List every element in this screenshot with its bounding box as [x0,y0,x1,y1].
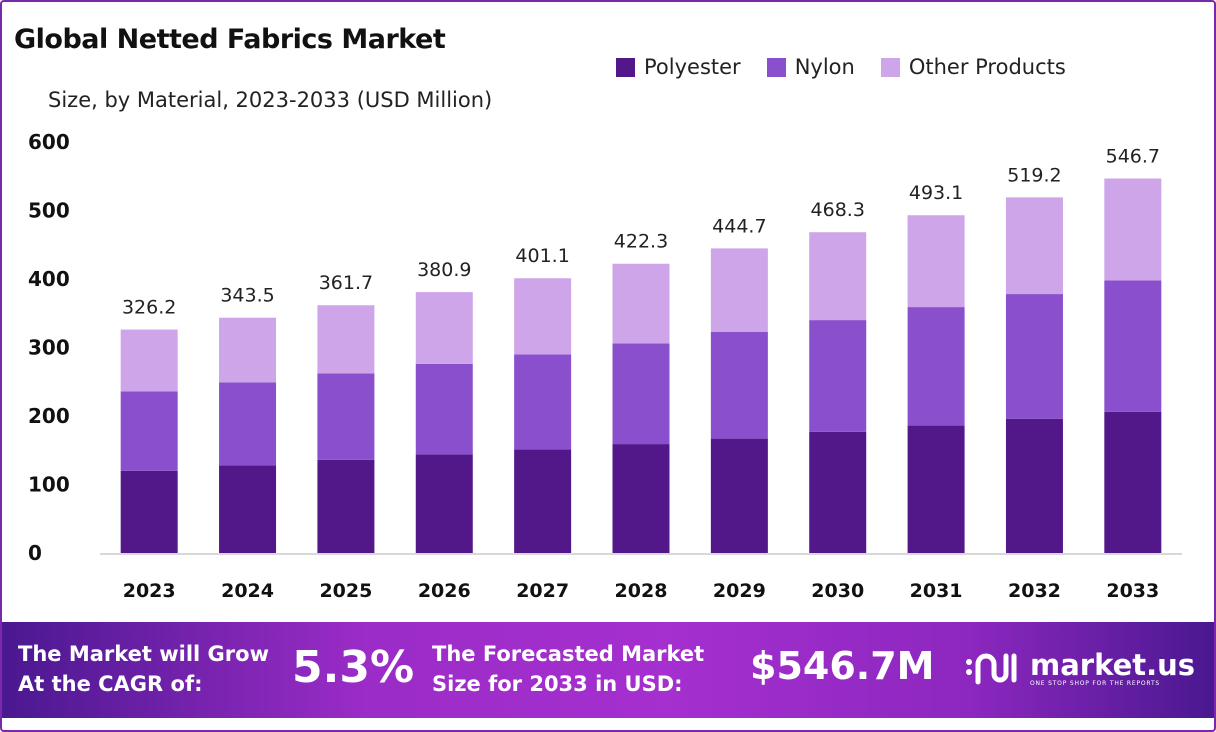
y-tick-label: 500 [28,199,70,223]
bar-segment-polyester [1005,418,1063,553]
bar-segment-other-products [809,232,867,321]
x-tick-label: 2033 [1106,580,1159,602]
legend-label: Polyester [644,55,741,79]
summary-banner: The Market will Grow At the CAGR of: 5.3%… [2,622,1214,718]
y-tick-label: 400 [28,267,70,291]
bar-segment-other-products [415,292,473,364]
market-us-logo: market.us ONE STOP SHOP FOR THE REPORTS [964,648,1195,688]
bar-segment-polyester [415,454,473,553]
x-tick-label: 2028 [615,580,668,602]
legend-swatch [880,57,900,77]
bar-segment-nylon [612,343,670,445]
chart-subtitle: Size, by Material, 2023-2033 (USD Millio… [48,88,493,112]
bar-segment-nylon [120,391,178,471]
bar-segment-polyester [1104,411,1162,553]
bar-segment-nylon [219,382,277,466]
total-data-label: 422.3 [614,231,668,253]
x-tick-label: 2024 [221,580,274,602]
bar-segment-other-products [710,248,768,332]
cagr-value: 5.3% [292,642,415,693]
bar-segment-nylon [415,363,473,455]
bar-segment-polyester [120,470,178,553]
legend-swatch [616,57,635,77]
total-data-label: 401.1 [515,245,569,267]
bar-segment-other-products [1005,197,1063,295]
total-data-label: 343.5 [220,285,274,307]
bar-segment-nylon [514,354,572,450]
bar-segment-polyester [317,459,375,553]
total-data-label: 380.9 [417,259,471,281]
bar-segment-other-products [612,263,670,344]
bar-segment-other-products [317,305,375,374]
logo-tagline: ONE STOP SHOP FOR THE REPORTS [1030,679,1161,687]
x-tick-label: 2032 [1008,580,1061,602]
bar-segment-polyester [612,444,670,553]
logo-name: market.us [1030,647,1196,682]
bar-segment-polyester [219,465,277,553]
total-data-label: 546.7 [1106,146,1160,168]
forecast-label-line: The Forecasted Market [432,642,705,666]
chart-title: Global Netted Fabrics Market [14,24,446,55]
bar-segment-nylon [1104,280,1162,412]
bar-segment-other-products [907,215,965,308]
x-tick-label: 2025 [319,580,372,602]
x-tick-label: 2023 [123,580,176,602]
total-data-label: 493.1 [909,182,963,204]
cagr-label: The Market will Grow At the CAGR of: [18,639,269,699]
y-tick-label: 300 [28,336,70,360]
bar-segment-nylon [317,373,375,460]
bar-segment-other-products [219,317,277,383]
bar-segment-nylon [1005,294,1063,419]
bar-segment-polyester [710,438,768,553]
total-data-label: 361.7 [319,272,373,294]
x-tick-label: 2027 [516,580,569,602]
bar-segment-polyester [514,449,572,553]
total-data-label: 468.3 [811,199,865,221]
bar-segment-nylon [907,307,965,426]
total-data-label: 444.7 [712,215,766,237]
y-tick-label: 100 [28,473,70,497]
legend-swatch [766,57,786,77]
x-tick-label: 2031 [910,580,963,602]
bar-segment-other-products [1104,178,1162,281]
legend-label: Other Products [908,55,1066,79]
bar-segment-polyester [809,431,867,553]
x-tick-label: 2030 [811,580,864,602]
total-data-label: 326.2 [122,297,176,319]
bar-segment-other-products [120,329,178,392]
bar-segment-nylon [809,320,867,432]
forecast-label: The Forecasted Market Size for 2033 in US… [432,639,704,699]
cagr-label-line: The Market will Grow [18,642,269,666]
legend-item-nylon: Nylon [766,55,855,79]
cagr-label-line: At the CAGR of: [18,672,203,696]
bar-segment-polyester [907,425,965,553]
total-data-label: 519.2 [1007,164,1061,186]
stacked-bar-chart: 0 100 200 300 400 500 600 326.2 2023 343.5 2024 361… [28,130,1182,602]
bar-segment-nylon [710,331,768,439]
y-tick-label: 600 [28,130,70,154]
x-tick-label: 2026 [418,580,471,602]
y-tick-label: 200 [28,404,70,428]
x-tick-label: 2029 [713,580,766,602]
forecast-value: $546.7M [750,644,935,688]
legend-label: Nylon [794,55,855,79]
forecast-label-line: Size for 2033 in USD: [432,672,683,696]
y-tick-label: 0 [28,541,42,565]
legend-item-other-products: Other Products [880,55,1066,79]
legend-item-polyester: Polyester [616,55,741,79]
legend: Polyester Nylon Other Products [616,55,1066,79]
bar-segment-other-products [514,278,572,355]
logo-icon [966,653,1017,685]
